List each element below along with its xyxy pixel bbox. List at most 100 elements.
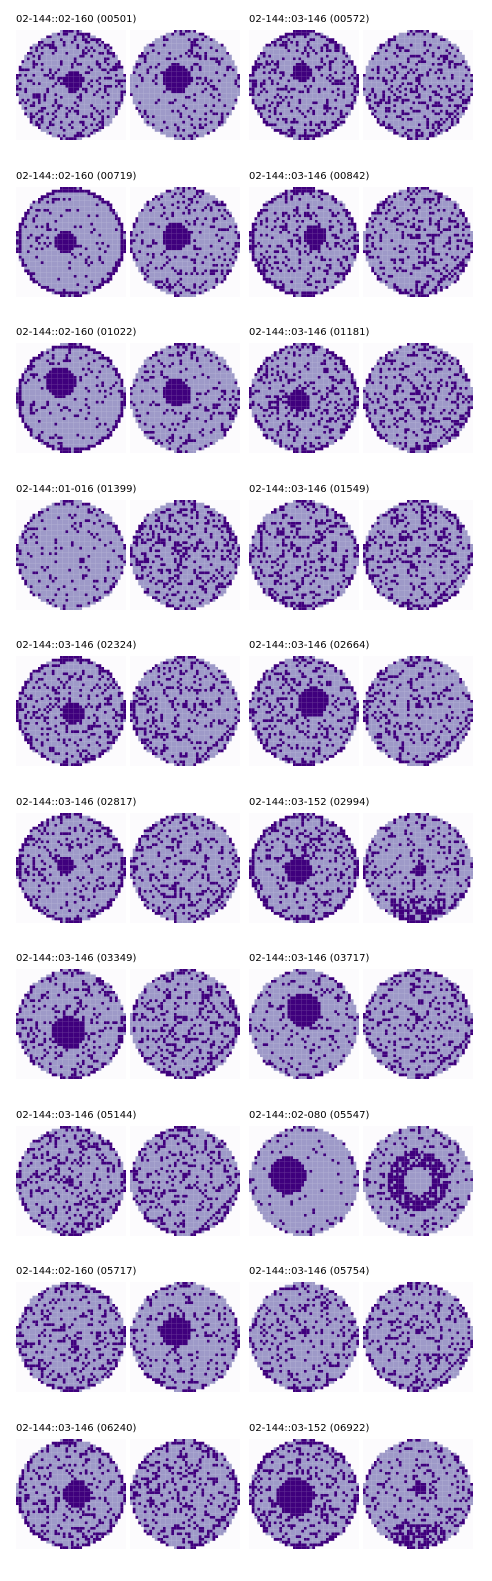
wafer-map-a bbox=[249, 186, 359, 297]
wafer-die-pattern bbox=[363, 969, 473, 1079]
panel-title: 02-144::03-152 (06922) bbox=[249, 1423, 369, 1435]
wafer-panel: 02-144::03-146 (00572) bbox=[234, 0, 473, 156]
wafer-panel: 02-144::03-146 (02664) bbox=[234, 626, 473, 782]
panel-title: 02-144::03-146 (05754) bbox=[249, 1266, 369, 1278]
panel-title: 02-144::03-146 (01181) bbox=[249, 327, 369, 339]
wafer-die-pattern bbox=[130, 343, 240, 453]
wafer-map-b bbox=[130, 30, 240, 140]
wafer-die-pattern bbox=[16, 1125, 126, 1236]
wafer-die-pattern bbox=[363, 30, 473, 140]
wafer-map-a bbox=[16, 186, 126, 297]
wafer-map-b bbox=[363, 1125, 473, 1236]
wafer-panel: 02-144::03-146 (05754) bbox=[234, 1252, 473, 1408]
wafer-die-pattern bbox=[249, 656, 359, 766]
wafer-die-pattern bbox=[130, 1282, 240, 1392]
wafer-panel: 02-144::01-016 (01399) bbox=[0, 470, 240, 626]
wafer-map-b bbox=[363, 656, 473, 766]
panel-title: 02-144::03-146 (03349) bbox=[16, 953, 136, 965]
panel-title: 02-144::03-146 (06240) bbox=[16, 1423, 136, 1435]
wafer-map-b bbox=[363, 186, 473, 297]
wafer-map-b bbox=[130, 812, 240, 923]
wafer-panel: 02-144::02-160 (05717) bbox=[0, 1252, 240, 1408]
wafer-map-b bbox=[130, 1282, 240, 1392]
panel-title: 02-144::03-146 (02324) bbox=[16, 640, 136, 652]
wafer-map-b bbox=[130, 343, 240, 453]
wafer-panel: 02-144::03-146 (03717) bbox=[234, 939, 473, 1095]
wafer-die-pattern bbox=[130, 30, 240, 140]
wafer-panel: 02-144::03-146 (00842) bbox=[234, 157, 473, 313]
wafer-die-pattern bbox=[249, 343, 359, 453]
wafer-die-pattern bbox=[363, 343, 473, 453]
wafer-die-pattern bbox=[363, 186, 473, 297]
wafer-die-pattern bbox=[363, 1438, 473, 1549]
wafer-map-a bbox=[249, 812, 359, 923]
wafer-map-a bbox=[249, 1125, 359, 1236]
panel-title: 02-144::03-146 (02817) bbox=[16, 797, 136, 809]
wafer-die-pattern bbox=[16, 1282, 126, 1392]
wafer-die-pattern bbox=[16, 812, 126, 923]
wafer-panel: 02-144::03-146 (01181) bbox=[234, 313, 473, 469]
wafer-die-pattern bbox=[16, 186, 126, 297]
panel-title: 02-144::02-160 (05717) bbox=[16, 1266, 136, 1278]
wafer-die-pattern bbox=[130, 499, 240, 610]
wafer-die-pattern bbox=[130, 1438, 240, 1549]
wafer-panel: 02-144::03-146 (02817) bbox=[0, 783, 240, 939]
wafer-die-pattern bbox=[249, 499, 359, 610]
wafer-panel: 02-144::03-146 (05144) bbox=[0, 1096, 240, 1252]
wafer-die-pattern bbox=[363, 499, 473, 610]
wafer-panel: 02-144::03-146 (02324) bbox=[0, 626, 240, 782]
wafer-die-pattern bbox=[16, 1438, 126, 1549]
wafer-die-pattern bbox=[130, 656, 240, 766]
wafer-die-pattern bbox=[249, 1282, 359, 1392]
wafer-die-pattern bbox=[363, 1125, 473, 1236]
wafer-panel: 02-144::02-160 (01022) bbox=[0, 313, 240, 469]
wafer-die-pattern bbox=[130, 1125, 240, 1236]
wafer-map-a bbox=[16, 1282, 126, 1392]
wafer-map-a bbox=[249, 343, 359, 453]
wafer-map-b bbox=[363, 812, 473, 923]
wafer-panel: 02-144::03-146 (01549) bbox=[234, 470, 473, 626]
wafer-map-b bbox=[130, 969, 240, 1079]
wafer-panel: 02-144::02-160 (00501) bbox=[0, 0, 240, 156]
wafer-panel: 02-144::02-080 (05547) bbox=[234, 1096, 473, 1252]
wafer-die-pattern bbox=[16, 499, 126, 610]
wafer-map-b bbox=[130, 499, 240, 610]
panel-title: 02-144::03-146 (02664) bbox=[249, 640, 369, 652]
panel-title: 02-144::03-146 (03717) bbox=[249, 953, 369, 965]
wafer-map-a bbox=[16, 656, 126, 766]
wafer-die-pattern bbox=[130, 969, 240, 1079]
wafer-map-a bbox=[249, 656, 359, 766]
panel-title: 02-144::03-146 (05144) bbox=[16, 1110, 136, 1122]
wafer-map-b bbox=[363, 30, 473, 140]
wafer-die-pattern bbox=[249, 186, 359, 297]
wafer-map-b bbox=[363, 1282, 473, 1392]
panel-title: 02-144::03-146 (01549) bbox=[249, 484, 369, 496]
wafer-map-b bbox=[363, 343, 473, 453]
wafer-die-pattern bbox=[249, 30, 359, 140]
wafer-map-a bbox=[249, 30, 359, 140]
wafer-map-a bbox=[16, 1125, 126, 1236]
wafer-map-a bbox=[249, 499, 359, 610]
wafer-map-b bbox=[130, 186, 240, 297]
wafer-die-pattern bbox=[363, 1282, 473, 1392]
wafer-map-a bbox=[249, 1438, 359, 1549]
wafer-die-pattern bbox=[363, 812, 473, 923]
wafer-map-a bbox=[16, 812, 126, 923]
panel-title: 02-144::02-160 (00719) bbox=[16, 171, 136, 183]
wafer-map-b bbox=[363, 499, 473, 610]
wafer-die-pattern bbox=[16, 30, 126, 140]
wafer-die-pattern bbox=[16, 343, 126, 453]
wafer-die-pattern bbox=[130, 186, 240, 297]
wafer-map-b bbox=[363, 1438, 473, 1549]
wafer-die-pattern bbox=[249, 1125, 359, 1236]
wafer-die-pattern bbox=[16, 969, 126, 1079]
panel-title: 02-144::01-016 (01399) bbox=[16, 484, 136, 496]
wafer-panel: 02-144::02-160 (00719) bbox=[0, 157, 240, 313]
wafer-map-b bbox=[130, 1438, 240, 1549]
wafer-map-a bbox=[16, 1438, 126, 1549]
panel-title: 02-144::02-160 (00501) bbox=[16, 14, 136, 26]
wafer-map-a bbox=[249, 969, 359, 1079]
wafer-map-a bbox=[16, 499, 126, 610]
wafer-map-a bbox=[249, 1282, 359, 1392]
